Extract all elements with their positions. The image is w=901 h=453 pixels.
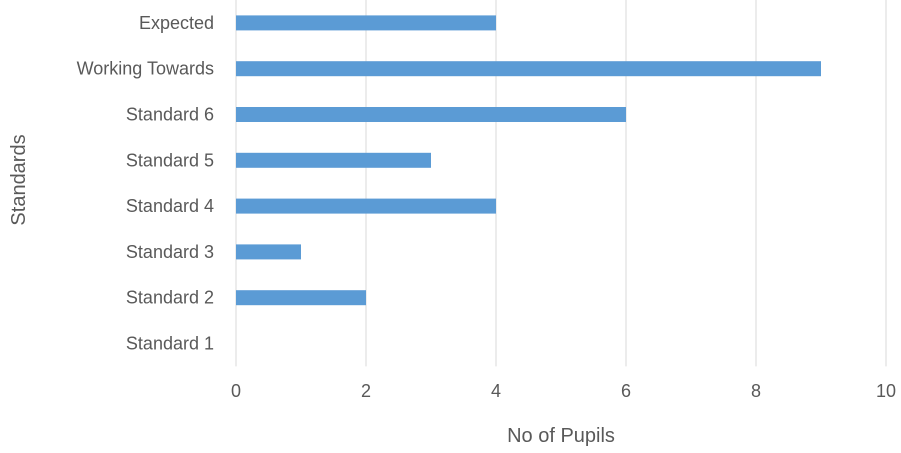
y-tick-label-expected: Expected [139,13,214,33]
y-tick-labels: Standard 1 Standard 2 Standard 3 Standard 4… [77,13,214,354]
y-tick-label-standard-6: Standard 6 [126,105,214,125]
x-tick-label-10: 10 [876,381,896,401]
y-tick-label-standard-1: Standard 1 [126,334,214,354]
bar-standard-5 [236,152,431,168]
y-tick-label-standard-2: Standard 2 [126,288,214,308]
gridlines [235,0,887,367]
bar-standard-4 [236,198,496,214]
y-tick-label-standard-4: Standard 4 [126,196,214,216]
bar-standard-3 [236,244,301,260]
x-tick-label-2: 2 [361,381,371,401]
x-tick-labels: 0 2 4 6 8 10 [231,381,896,401]
y-axis-title: Standards [8,134,30,225]
bar-expected [236,15,496,31]
x-tick-label-0: 0 [231,381,241,401]
y-tick-label-working-towards: Working Towards [77,59,214,79]
x-tick-label-6: 6 [621,381,631,401]
bar-standard-6 [236,107,626,122]
bar-working-towards [236,61,821,77]
x-tick-label-4: 4 [491,381,501,401]
bars [236,15,821,306]
bar-standard-2 [236,290,366,306]
y-tick-label-standard-3: Standard 3 [126,242,214,262]
x-axis-title: No of Pupils [507,425,615,447]
y-tick-label-standard-5: Standard 5 [126,150,214,170]
x-tick-label-8: 8 [751,381,761,401]
